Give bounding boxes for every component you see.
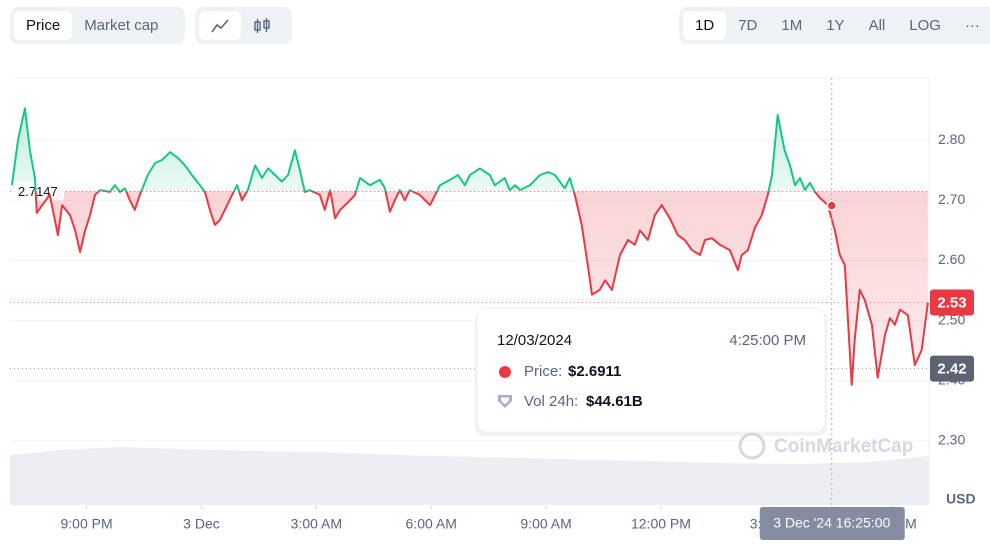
- candle-icon: [254, 17, 270, 33]
- tooltip-volume: $44.61B: [586, 393, 643, 410]
- watermark-text: CoinMarketCap: [774, 436, 913, 457]
- view-button[interactable]: Price: [14, 11, 73, 40]
- chart-style-toggle: [195, 7, 292, 44]
- price-badge: [930, 355, 974, 382]
- tooltip-price-label: Price:: [524, 363, 562, 380]
- tooltip-date: 12/03/2024: [497, 332, 572, 349]
- tooltip-box: [476, 307, 826, 433]
- range-button[interactable]: 7D: [738, 17, 758, 34]
- x-tick-label: 6:00 AM: [406, 516, 457, 532]
- x-tick-label: 3 Dec: [183, 516, 220, 532]
- range-button[interactable]: All: [868, 17, 886, 34]
- more-button[interactable]: ···: [964, 17, 980, 34]
- baseline-label: 2.7147: [18, 184, 58, 199]
- range-toggle: 1D 7D 1M 1Y All LOG ···: [679, 7, 990, 44]
- price-line: [10, 107, 929, 386]
- y-tick-label: 2.30: [938, 432, 965, 448]
- x-tick-label: 9:00 AM: [520, 516, 571, 532]
- line-style-button[interactable]: [199, 11, 241, 40]
- crosshair-label: 3 Dec '24 16:25:00: [773, 515, 890, 531]
- y-tick-label: 2.60: [938, 251, 965, 267]
- range-button[interactable]: 1Y: [826, 17, 845, 34]
- x-tick-label: 9:00 PM: [61, 516, 113, 532]
- tooltip: 12/03/2024 4:25:00 PM Price: $2.6911 Vol 24h…: [475, 307, 827, 436]
- tooltip-price-dot: [499, 366, 511, 378]
- log-button[interactable]: LOG: [909, 17, 941, 34]
- volume-area: [10, 447, 929, 505]
- price-badge: [930, 289, 974, 316]
- currency-label: USD: [946, 491, 976, 507]
- price-area: [11, 108, 928, 385]
- tooltip-time: 4:25:00 PM: [729, 332, 806, 349]
- watermark: CoinMarketCap: [738, 432, 913, 460]
- view-button[interactable]: Market cap: [84, 17, 159, 34]
- range-button[interactable]: 1M: [781, 17, 803, 34]
- range-button[interactable]: 1D: [683, 11, 727, 40]
- x-tick-label: 12:00 PM: [631, 516, 691, 532]
- crosshair-label-bg: [759, 507, 905, 540]
- view-toggle: Price Market cap: [10, 7, 185, 44]
- baseline-label-bg: [14, 182, 64, 201]
- y-tick-label: 2.80: [938, 131, 965, 147]
- line-icon: [211, 18, 229, 32]
- tooltip-volume-label: Vol 24h:: [524, 393, 578, 410]
- x-tick-label: 3:00 AM: [291, 516, 342, 532]
- price-badge-label: 2.53: [937, 294, 966, 311]
- tooltip-price: $2.6911: [568, 363, 621, 380]
- tooltip-volume-icon-inner: [501, 397, 509, 405]
- hover-point: [826, 200, 837, 211]
- candle-style-button[interactable]: [241, 11, 283, 40]
- y-tick-label: 2.70: [938, 191, 965, 207]
- price-badge-label: 2.42: [937, 361, 966, 378]
